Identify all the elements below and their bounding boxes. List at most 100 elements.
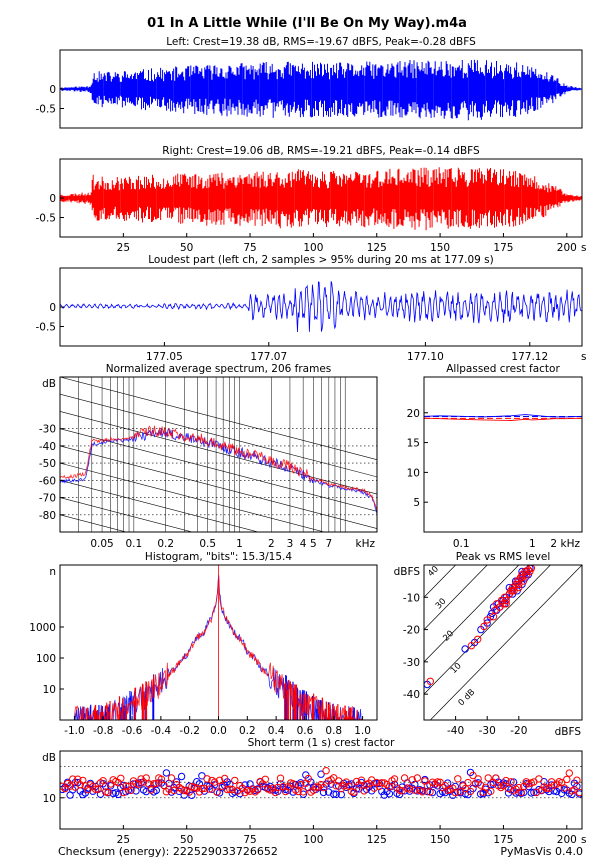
spectrum-xtick-label: 0.2 — [157, 538, 174, 550]
short-crest-point-left — [142, 787, 150, 796]
short-crest-point-right — [203, 775, 211, 783]
histogram-xtick-label: -0.8 — [93, 725, 114, 737]
spectrum-slope-line — [60, 411, 377, 495]
short-crest-point-right — [218, 782, 226, 790]
histogram-ytick-label: 100 — [36, 653, 56, 665]
checksum-text: Checksum (energy): 222529033726652 — [58, 845, 278, 858]
short-crest-point-right — [94, 785, 102, 793]
spectrum-frame — [59, 376, 378, 533]
histogram-xtick-label: 0.4 — [268, 725, 285, 737]
spectrum-xtick-label: 4 — [300, 538, 307, 550]
short-crest-point-right — [426, 788, 434, 796]
short-crest-point-right — [563, 775, 571, 784]
allpass-ytick-label: 10 — [407, 467, 420, 479]
short-crest-point-right — [66, 782, 74, 790]
histogram-xtick-label: -1.0 — [64, 725, 85, 737]
allpass-ytick-label: 15 — [407, 438, 420, 450]
short-crest-point-right — [294, 787, 302, 796]
short-crest-point-right — [299, 788, 307, 796]
spectrum-slope-line — [60, 445, 377, 529]
allpass-series-left — [423, 414, 583, 418]
spectrum-ytick-label: -70 — [39, 493, 56, 505]
peak_rms-ytick-label: -30 — [403, 657, 420, 669]
short-crest-point-right — [114, 779, 123, 787]
short-crest-point-right — [104, 788, 112, 796]
short-crest-point-right — [223, 785, 231, 794]
short-crest-point-right — [565, 769, 573, 777]
histogram-xtick-label: 0.6 — [297, 725, 314, 737]
short-crest-point-right — [167, 774, 176, 782]
short-crest-point-right — [378, 779, 386, 787]
short-crest-point-left — [509, 778, 518, 786]
short-crest-point-right — [150, 780, 158, 788]
peak-rms-crest-line — [429, 565, 582, 720]
peak-rms-point-right — [474, 635, 482, 643]
short-crest-point-left — [330, 790, 338, 798]
short-crest-point-left — [444, 779, 452, 787]
short-crest-point-left — [175, 787, 183, 795]
short-crest-point-left — [332, 790, 340, 798]
short-crest-point-right — [573, 776, 581, 784]
short-crest-point-right — [560, 784, 568, 792]
right-ytick-label: -0.5 — [36, 213, 57, 225]
allpass-xtick-label: 2 — [550, 538, 557, 550]
short-crest-point-right — [254, 786, 262, 794]
short_crest-xtick-label: 150 — [430, 834, 450, 846]
spectrum-xtick-label: 0.1 — [126, 538, 143, 550]
short-crest-point-right — [340, 782, 348, 790]
histogram-xtick-label: -0.6 — [122, 725, 143, 737]
left-ytick-label: 0 — [49, 84, 56, 96]
peak-rms-point-right — [426, 677, 434, 685]
short-crest-point-left — [114, 790, 123, 799]
short-crest-point-right — [127, 786, 135, 794]
short-crest-point-right — [464, 778, 472, 787]
charts-layer: Left: Crest=19.38 dB, RMS=-19.67 dBFS, P… — [29, 36, 586, 846]
histogram-xtick-label: -0.4 — [151, 725, 172, 737]
short-crest-point-right — [413, 774, 421, 782]
short_crest-xtick-label: 100 — [303, 834, 323, 846]
short-crest-point-right — [502, 776, 510, 785]
peak-rms-point-right — [480, 622, 488, 631]
spectrum-slope-line — [60, 377, 377, 460]
short-crest-point-right — [418, 788, 427, 796]
loudest-xtick-label: 177.12 — [511, 351, 548, 363]
short-crest-point-right — [451, 788, 459, 797]
short-crest-point-right — [157, 775, 166, 783]
right-xtick-label: 25 — [117, 242, 130, 254]
right-xtick-label: 75 — [243, 242, 256, 254]
histogram-ytick-label: 1000 — [29, 622, 56, 634]
short-crest-point-right — [261, 775, 269, 783]
short-crest-point-left — [489, 780, 497, 788]
short-crest-point-left — [324, 788, 333, 796]
short-crest-point-right — [99, 777, 107, 785]
loudest-title: Loudest part (left ch, 2 samples > 95% d… — [148, 254, 494, 266]
loudest-ytick-label: 0 — [49, 302, 56, 314]
peak-rms-point-right — [518, 574, 526, 582]
short-crest-point-right — [474, 775, 482, 783]
peak-rms-crest-line — [424, 565, 520, 663]
short-crest-point-left — [162, 769, 171, 777]
short-crest-point-right — [231, 776, 239, 785]
spectrum-title: Normalized average spectrum, 206 frames — [106, 363, 332, 375]
right-title: Right: Crest=19.06 dB, RMS=-19.21 dBFS, … — [162, 145, 480, 157]
short-crest-point-right — [542, 784, 551, 792]
short-crest-point-right — [411, 786, 419, 794]
short-crest-point-right — [487, 787, 495, 795]
allpass-xtick-label: 0.1 — [453, 538, 470, 550]
peak_rms-xtick-label: -30 — [479, 725, 496, 737]
short-crest-point-right — [241, 788, 249, 797]
loudest-trace — [60, 281, 582, 333]
short-crest-point-right — [221, 774, 229, 783]
short-crest-point-right — [213, 788, 221, 796]
short-crest-point-right — [406, 785, 414, 793]
peak-rms-point-right — [515, 583, 523, 592]
short-crest-point-right — [226, 785, 234, 793]
short_crest-xtick-label: 50 — [180, 834, 193, 846]
histogram-title: Histogram, "bits": 15.3/15.4 — [145, 551, 292, 563]
allpass-ytick-label: 5 — [413, 497, 420, 509]
peak-rms-point-right — [515, 580, 523, 589]
allpass-xtick-label: 1 — [529, 538, 536, 550]
short-crest-point-right — [575, 788, 582, 797]
short-crest-point-right — [322, 767, 330, 775]
spectrum-x-unit: kHz — [356, 538, 376, 550]
